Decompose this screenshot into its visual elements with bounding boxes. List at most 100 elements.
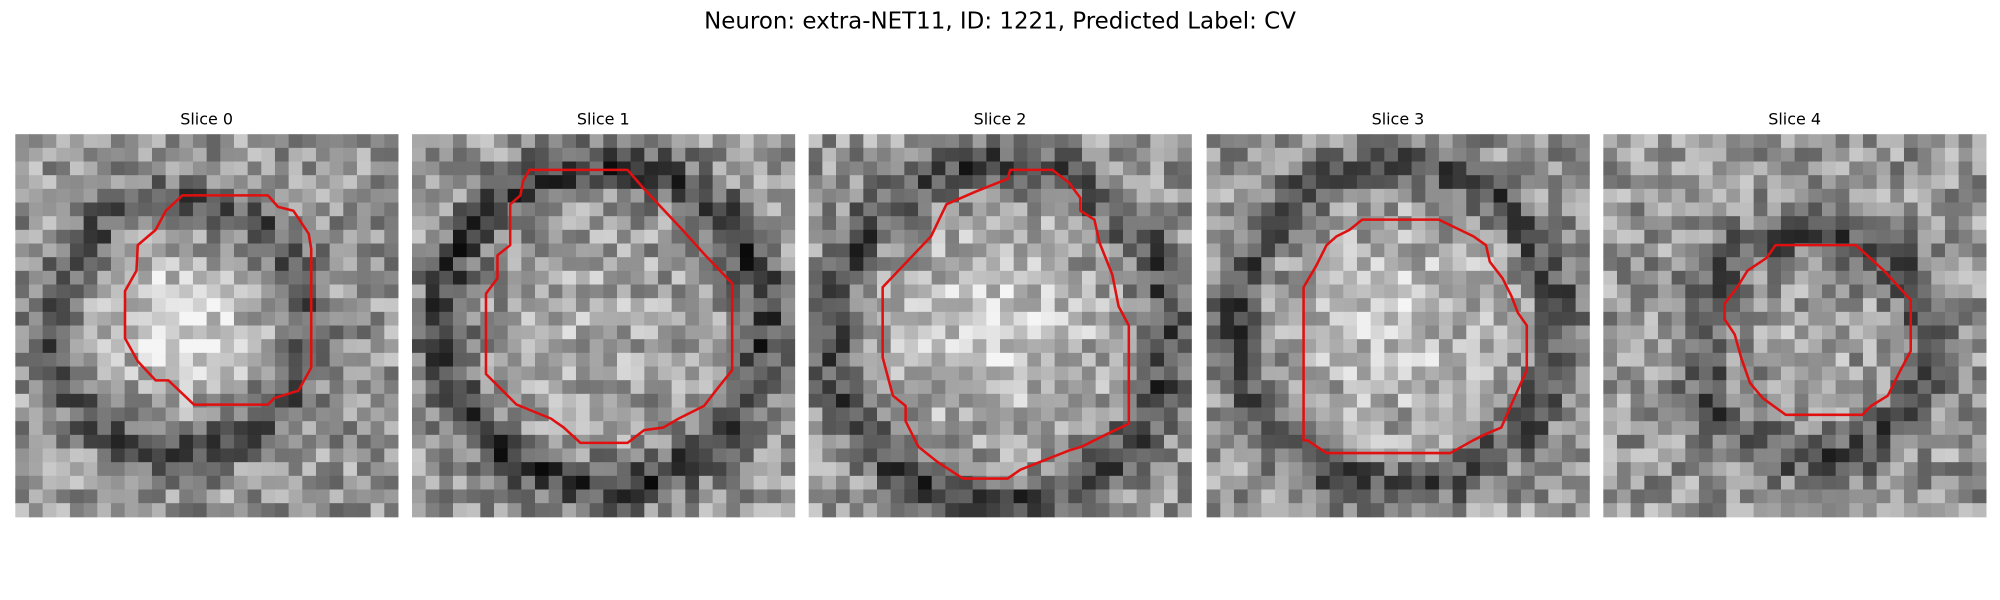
pixel (110, 421, 126, 436)
pixel (1534, 448, 1549, 463)
pixel (863, 421, 878, 436)
pixel (1534, 421, 1549, 436)
pixel (918, 434, 933, 450)
pixel (657, 298, 673, 313)
pixel (507, 161, 522, 176)
pixel (1753, 188, 1768, 204)
pixel (575, 257, 591, 272)
pixel (247, 229, 262, 245)
pixel (767, 216, 782, 231)
pixel (1849, 393, 1864, 409)
pixel (1397, 202, 1413, 217)
pixel (1150, 298, 1165, 313)
pixel (1862, 270, 1878, 286)
pixel (1288, 175, 1303, 190)
pixel (192, 503, 208, 518)
pixel (562, 161, 577, 176)
pixel (1233, 147, 1249, 163)
pixel (165, 298, 180, 313)
pixel (1068, 475, 1083, 491)
pixel (1657, 284, 1673, 299)
pixel (1657, 311, 1673, 327)
pixel (15, 462, 30, 477)
pixel (1302, 380, 1317, 395)
pixel (1780, 380, 1796, 395)
pixel (356, 352, 372, 368)
pixel (261, 489, 276, 504)
pixel (1644, 243, 1659, 258)
pixel (1944, 448, 1960, 463)
pixel (1534, 407, 1549, 422)
pixel (1808, 393, 1823, 409)
pixel (97, 270, 112, 286)
pixel (822, 229, 837, 245)
pixel (1136, 257, 1151, 272)
pixel (28, 380, 44, 395)
pixel (69, 380, 85, 395)
pixel (644, 393, 659, 409)
pixel (877, 434, 892, 450)
pixel (1425, 216, 1440, 231)
pixel (110, 257, 126, 272)
pixel (1616, 257, 1632, 272)
pixel (329, 339, 344, 354)
pixel (1917, 202, 1932, 217)
pixel (1479, 434, 1495, 450)
pixel (425, 434, 440, 450)
pixel (1644, 202, 1659, 217)
pixel (808, 175, 823, 190)
pixel (1356, 421, 1372, 436)
pixel (329, 188, 344, 204)
pixel (1493, 434, 1508, 450)
pixel (247, 311, 262, 327)
pixel (1247, 161, 1262, 176)
pixel (1302, 352, 1317, 368)
pixel (507, 257, 522, 272)
pixel (288, 325, 303, 340)
pixel (671, 462, 686, 477)
pixel (1261, 421, 1276, 436)
pixel (1685, 188, 1700, 204)
pixel (1247, 352, 1262, 368)
pixel (767, 393, 782, 409)
pixel (261, 229, 276, 245)
pixel (959, 421, 974, 436)
pixel (439, 352, 454, 368)
pixel (1329, 352, 1344, 368)
pixel (1054, 243, 1069, 258)
pixel (1233, 434, 1249, 450)
pixel (124, 462, 139, 477)
pixel (151, 462, 167, 477)
pixel (726, 380, 741, 395)
pixel (945, 202, 960, 217)
pixel (439, 298, 454, 313)
pixel (616, 448, 632, 463)
pixel (1109, 243, 1124, 258)
pixel (1616, 188, 1632, 204)
pixel (233, 298, 249, 313)
pixel (1862, 298, 1878, 313)
pixel (1177, 216, 1192, 231)
pixel (1931, 284, 1946, 299)
pixel (1821, 257, 1837, 272)
pixel (480, 380, 495, 395)
pixel (69, 421, 85, 436)
pixel (644, 475, 659, 491)
pixel (959, 298, 974, 313)
pixel (1520, 243, 1536, 258)
pixel (15, 393, 30, 409)
pixel (1575, 325, 1590, 340)
pixel (1206, 243, 1221, 258)
pixel (302, 448, 317, 463)
pixel (589, 462, 604, 477)
pixel (1493, 161, 1508, 176)
pixel (356, 366, 372, 381)
pixel (1206, 366, 1221, 381)
pixel (507, 298, 522, 313)
pixel (1315, 134, 1331, 149)
pixel (288, 202, 303, 217)
pixel (192, 393, 208, 409)
pixel (1315, 216, 1331, 231)
pixel (1849, 380, 1864, 395)
pixel (480, 202, 495, 217)
